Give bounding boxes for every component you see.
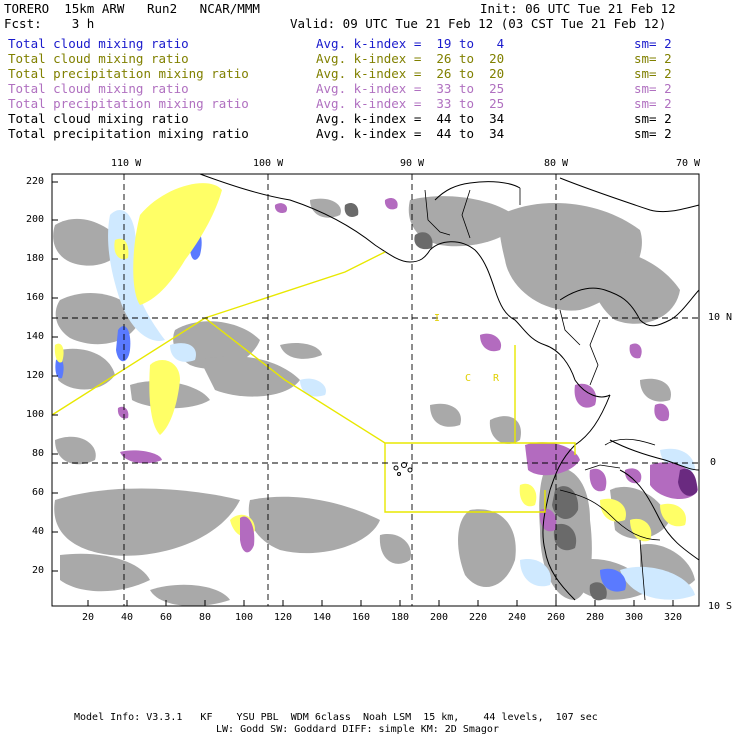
forecast-hour: Fcst: 3 h [4,16,95,31]
x-label-200: 200 [430,612,449,623]
y-label-140: 140 [26,331,45,342]
lat-label-0: 0 [710,457,717,468]
x-label-160: 160 [352,612,371,623]
lat-label-10s: 10 S [708,601,733,612]
y-label-20: 20 [32,565,45,576]
physics-info: LW: Godd SW: Goddard DIFF: simple KM: 2D… [216,724,499,735]
x-label-100: 100 [235,612,254,623]
lat-lon-grid [52,174,699,606]
y-label-180: 180 [26,253,45,264]
legend-sm-4: sm= 2 [634,81,672,96]
frame-ticks [52,181,674,606]
legend-label-2: Total cloud mixing ratio [8,51,189,66]
boundary-lines [52,251,576,513]
legend-stat-6: Avg. k-index = 44 to 34 [316,111,505,126]
x-label-280: 280 [586,612,605,623]
x-label-180: 180 [391,612,410,623]
x-label-260: 260 [547,612,566,623]
x-label-40: 40 [121,612,134,623]
lon-label-90w: 90 W [400,158,425,169]
field-layer [52,174,699,606]
x-label-240: 240 [508,612,527,623]
y-label-120: 120 [26,370,45,381]
y-label-200: 200 [26,214,45,225]
legend-label-6: Total cloud mixing ratio [8,111,189,126]
legend-stat-4: Avg. k-index = 33 to 25 [316,81,505,96]
legend-sm-7: sm= 2 [634,126,672,141]
legend-label-5: Total precipitation mixing ratio [8,96,249,111]
legend-label-7: Total precipitation mixing ratio [8,126,249,141]
y-label-40: 40 [32,526,45,537]
lon-label-100w: 100 W [253,158,284,169]
legend-sm-6: sm= 2 [634,111,672,126]
legend-label-4: Total cloud mixing ratio [8,81,189,96]
legend-sm-3: sm= 2 [634,66,672,81]
legend-stat-3: Avg. k-index = 26 to 20 [316,66,505,81]
legend-sm-5: sm= 2 [634,96,672,111]
map-label-r: R [493,373,500,384]
legend-label-1: Total cloud mixing ratio [8,36,189,51]
y-label-100: 100 [26,409,45,420]
y-label-160: 160 [26,292,45,303]
y-label-220: 220 [26,176,45,187]
dark-cloud-cores [344,203,607,601]
legend-label-3: Total precipitation mixing ratio [8,66,249,81]
legend-stat-5: Avg. k-index = 33 to 25 [316,96,505,111]
legend-stat-1: Avg. k-index = 19 to 4 [316,36,505,51]
lon-label-80w: 80 W [544,158,569,169]
legend-stat-2: Avg. k-index = 26 to 20 [316,51,505,66]
blue-fields [55,231,626,592]
x-label-120: 120 [274,612,293,623]
init-time: Init: 06 UTC Tue 21 Feb 12 [480,1,676,16]
map-label-c: C [465,373,472,384]
y-label-80: 80 [32,448,45,459]
borders [424,188,661,601]
x-label-80: 80 [199,612,212,623]
lon-label-110w: 110 W [111,158,142,169]
lat-label-10n: 10 N [708,312,733,323]
legend-stat-7: Avg. k-index = 44 to 34 [316,126,505,141]
purple-cores [678,468,698,496]
model-info: Model Info: V3.3.1 KF YSU PBL WDM 6class… [74,712,598,723]
gray-cloud-fields [53,196,695,606]
x-label-60: 60 [160,612,173,623]
x-label-300: 300 [625,612,644,623]
x-label-320: 320 [664,612,683,623]
legend-sm-2: sm= 2 [634,51,672,66]
galapagos-islands [393,462,413,476]
x-label-140: 140 [313,612,332,623]
model-title: TORERO 15km ARW Run2 NCAR/MMM [4,1,260,16]
legend-sm-1: sm= 2 [634,36,672,51]
lon-label-70w: 70 W [676,158,701,169]
valid-time: Valid: 09 UTC Tue 21 Feb 12 (03 CST Tue … [290,16,667,31]
y-label-60: 60 [32,487,45,498]
coastlines [199,174,699,601]
map-label-i: I [434,313,441,324]
plot-frame [51,173,700,607]
x-label-220: 220 [469,612,488,623]
x-label-20: 20 [82,612,95,623]
